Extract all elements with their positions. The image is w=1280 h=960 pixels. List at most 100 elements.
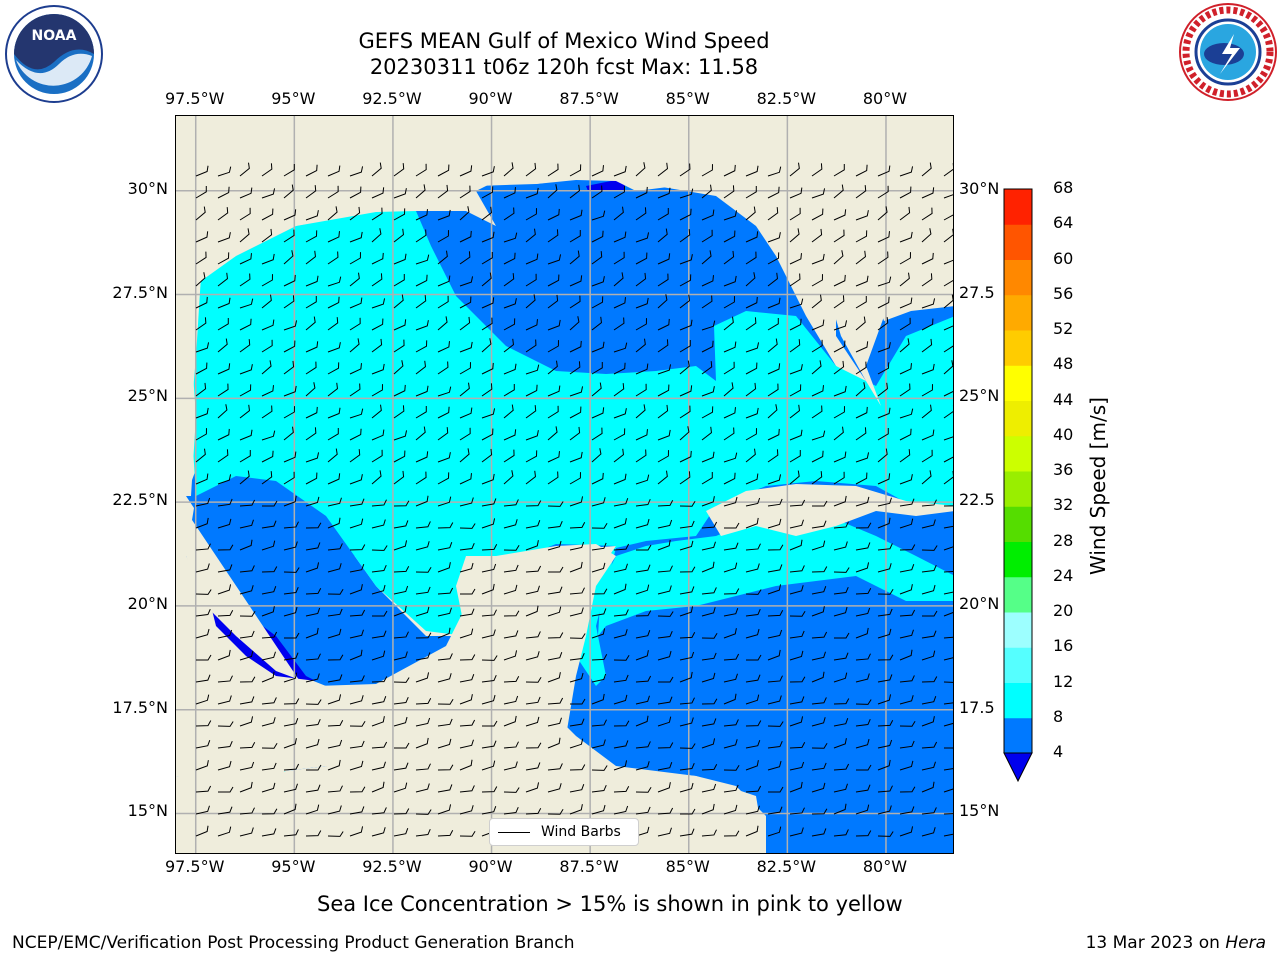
wind-barb	[305, 427, 317, 441]
wind-barb	[393, 228, 404, 243]
wind-barb	[261, 339, 273, 353]
wind-barb	[679, 606, 694, 617]
sea-ice-note: Sea Ice Concentration > 15% is shown in …	[317, 892, 903, 916]
wind-barb	[855, 185, 867, 199]
wind-barb	[327, 674, 343, 683]
wind-barb	[349, 609, 366, 617]
wind-barb	[679, 631, 696, 639]
wind-barb	[701, 803, 715, 815]
wind-barb	[789, 807, 805, 815]
wind-barb	[393, 631, 409, 639]
wind-barb	[327, 517, 341, 529]
wind-barb	[261, 782, 276, 793]
wind-barb	[503, 630, 519, 639]
wind-barb	[569, 229, 581, 243]
wind-barb	[415, 763, 431, 771]
wind-barb	[327, 654, 344, 661]
wind-barb	[855, 699, 872, 705]
wind-barb	[921, 650, 936, 661]
wind-barb	[415, 495, 429, 507]
wind-barb	[327, 317, 339, 331]
wind-barb	[525, 450, 538, 463]
wind-barb	[371, 827, 386, 837]
wind-barb	[921, 449, 933, 463]
wind-barb	[635, 162, 646, 177]
wind-barb	[437, 627, 451, 639]
wind-barb	[547, 606, 562, 617]
wind-barb	[811, 586, 827, 595]
wind-barb	[768, 786, 784, 793]
wind-barb	[548, 566, 564, 573]
wind-barb	[855, 230, 868, 243]
wind-barb	[349, 428, 362, 441]
wind-barb	[789, 187, 803, 199]
wind-barb	[921, 827, 936, 837]
wind-barb	[349, 231, 363, 243]
wind-barb	[613, 428, 626, 441]
wind-barb	[371, 228, 382, 243]
wind-barb	[855, 164, 868, 177]
wind-barb	[745, 805, 760, 815]
wind-barb	[877, 694, 892, 705]
wind-barb	[921, 499, 937, 507]
wind-barb	[613, 740, 629, 749]
wind-barb	[855, 406, 868, 419]
wind-barb	[899, 474, 913, 485]
wind-barb	[657, 450, 669, 463]
wind-barb	[679, 254, 693, 265]
wind-barb	[503, 429, 517, 441]
wind-barb	[239, 339, 251, 353]
wind-barb	[415, 606, 430, 617]
wind-barb	[679, 828, 695, 837]
wind-barb	[239, 470, 250, 485]
lon-tick-top: 92.5°W	[362, 89, 422, 108]
colorbar-segment	[1004, 224, 1032, 260]
wind-barb	[877, 296, 890, 309]
wind-barb	[701, 426, 712, 441]
wind-barb	[922, 610, 938, 617]
wind-barb	[877, 608, 893, 617]
wind-barb	[613, 473, 627, 485]
wind-barb	[327, 165, 341, 177]
wind-barb	[437, 472, 450, 485]
wind-barb	[239, 404, 250, 419]
wind-barb	[327, 206, 338, 221]
wind-barb	[767, 629, 783, 639]
wind-barb	[789, 696, 805, 705]
wind-barb	[393, 697, 409, 705]
legend-line-sample	[498, 832, 530, 833]
wind-barb	[415, 340, 428, 353]
lon-tick-top: 95°W	[271, 89, 316, 108]
wind-barb	[349, 720, 366, 727]
wind-barb	[943, 339, 953, 353]
wind-barb	[811, 671, 825, 683]
wind-barb	[305, 719, 321, 727]
wind-barb	[833, 587, 849, 595]
wind-barb	[371, 207, 383, 221]
wind-barb	[877, 543, 893, 551]
wind-barb	[349, 252, 361, 265]
wind-barb	[701, 718, 717, 727]
wind-barb	[789, 253, 802, 265]
wind-barb	[239, 741, 256, 749]
wind-barb	[415, 652, 431, 661]
wind-barb	[569, 541, 585, 551]
wind-barb	[349, 518, 364, 529]
wind-barb	[327, 563, 342, 573]
wind-barb	[679, 319, 693, 331]
wind-barb	[195, 628, 210, 639]
wind-barb	[657, 611, 674, 617]
wind-barb	[635, 610, 652, 617]
wind-barb	[547, 652, 563, 661]
wind-barb	[789, 519, 804, 529]
wind-barb	[217, 741, 233, 749]
wind-barb	[899, 231, 913, 243]
wind-barb	[921, 519, 936, 529]
wind-barb	[855, 210, 869, 221]
wind-barb	[459, 694, 473, 705]
wind-barb	[833, 320, 848, 331]
wind-barb	[415, 717, 431, 727]
wind-barb	[657, 228, 668, 243]
wind-barb	[635, 806, 651, 815]
wind-barb	[635, 318, 647, 331]
